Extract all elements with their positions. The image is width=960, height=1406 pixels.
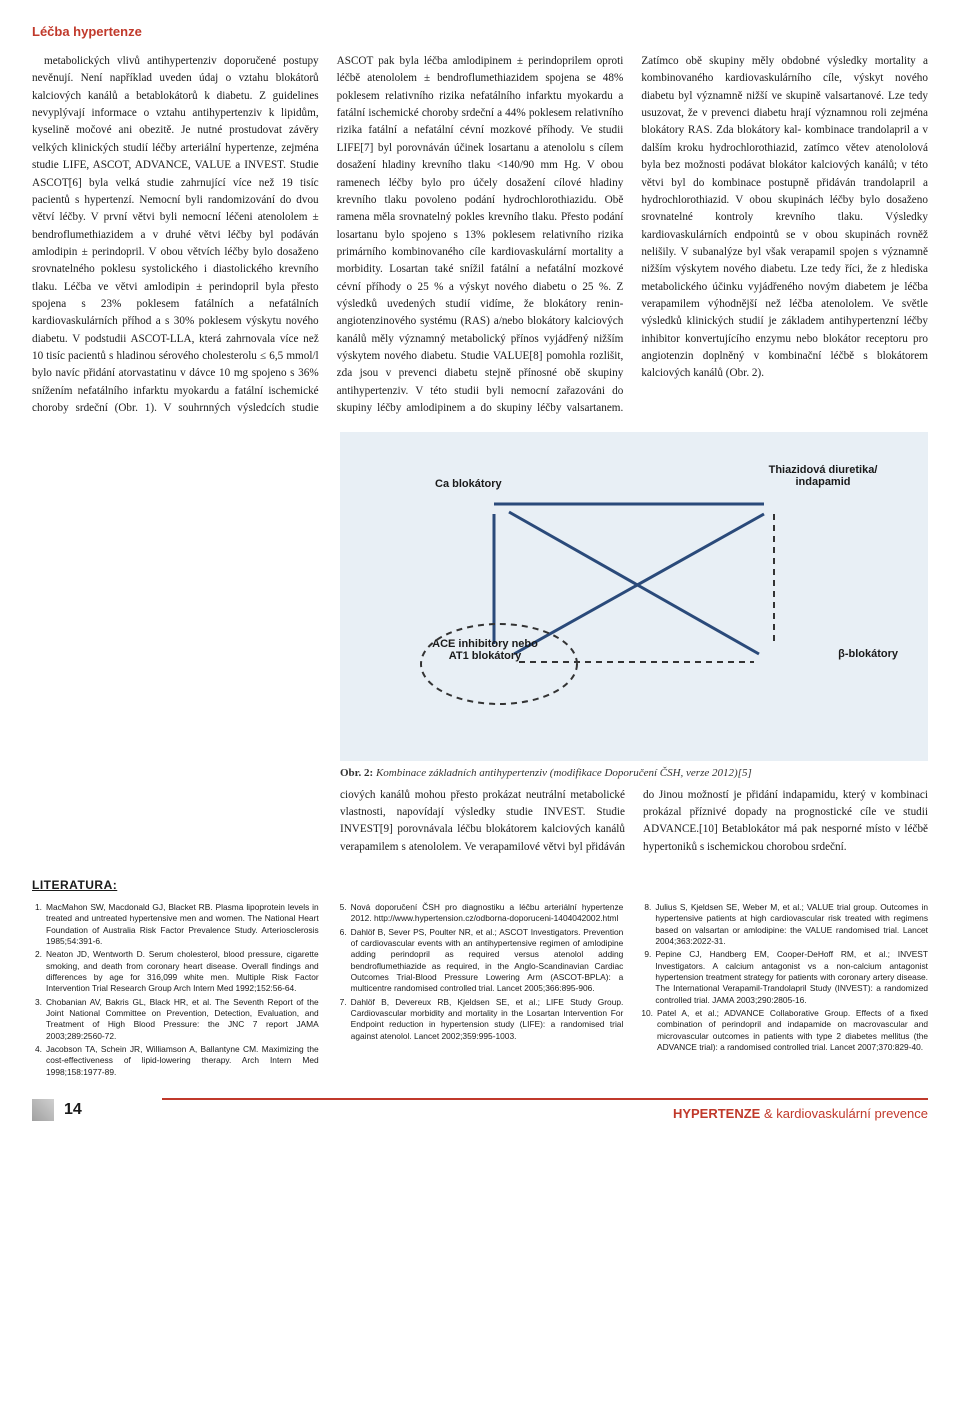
literature-item-text: Dahlöf B, Devereux RB, Kjeldsen SE, et a…: [351, 997, 624, 1042]
literature-item-number: 7.: [337, 997, 351, 1042]
figure-row: Ca blokátory Thiazidová diuretika/ indap…: [32, 432, 928, 856]
literature-item: 2.Neaton JD, Wentworth D. Serum choleste…: [32, 949, 319, 994]
figure-label-ca: Ca blokátory: [435, 478, 502, 490]
below-figure-text: ciových kanálů mohou přesto prokázat neu…: [340, 787, 928, 856]
literature-item: 7.Dahlöf B, Devereux RB, Kjeldsen SE, et…: [337, 997, 624, 1042]
footer-square-icon: [32, 1099, 54, 1121]
literature-item: 5.Nová doporučení ČSH pro diagnostiku a …: [337, 902, 624, 925]
literature-item: 6.Dahlöf B, Sever PS, Poulter NR, et al.…: [337, 927, 624, 995]
figure-caption-text: Kombinace základních antihypertenziv (mo…: [376, 767, 752, 779]
body-text-columns: metabolických vlivů antihypertenziv dopo…: [32, 53, 928, 418]
literature-item-number: 4.: [32, 1044, 46, 1078]
literature-item-text: MacMahon SW, Macdonald GJ, Blacket RB. P…: [46, 902, 319, 947]
literature-item-number: 6.: [337, 927, 351, 995]
literature-item: 10.Patel A, et al.; ADVANCE Collaborativ…: [641, 1008, 928, 1053]
fig-left-text: [32, 432, 322, 856]
literature-item-text: Chobanian AV, Bakris GL, Black HR, et al…: [46, 997, 319, 1042]
figure-label-beta: β-blokátory: [838, 648, 898, 660]
body-paragraph: metabolických vlivů antihypertenziv dopo…: [32, 53, 928, 418]
literature-item-text: Patel A, et al.; ADVANCE Collaborative G…: [657, 1008, 928, 1053]
literature-item-number: 10.: [641, 1008, 657, 1053]
page-footer: 14 HYPERTENZE & kardiovaskulární prevenc…: [32, 1098, 928, 1121]
literature-item-number: 2.: [32, 949, 46, 994]
figure-caption-num: Obr. 2:: [340, 767, 373, 779]
literature-item-text: Neaton JD, Wentworth D. Serum cholestero…: [46, 949, 319, 994]
journal-name-bold: HYPERTENZE: [673, 1106, 760, 1121]
journal-name: HYPERTENZE & kardiovaskulární prevence: [92, 1106, 928, 1121]
literature-item-number: 9.: [641, 949, 655, 1006]
journal-name-rest: & kardiovaskulární prevence: [760, 1106, 928, 1121]
literature-item-number: 5.: [337, 902, 351, 925]
section-header: Léčba hypertenze: [32, 24, 928, 39]
literature-item: 3.Chobanian AV, Bakris GL, Black HR, et …: [32, 997, 319, 1042]
literature-item-text: Julius S, Kjeldsen SE, Weber M, et al.; …: [655, 902, 928, 947]
literature-item-text: Jacobson TA, Schein JR, Williamson A, Ba…: [46, 1044, 319, 1078]
literature-item: 9.Pepine CJ, Handberg EM, Cooper-DeHoff …: [641, 949, 928, 1006]
figure-label-thiaz: Thiazidová diuretika/ indapamid: [768, 464, 878, 488]
figure-caption: Obr. 2: Kombinace základních antihyperte…: [340, 767, 928, 779]
literature-item-text: Dahlöf B, Sever PS, Poulter NR, et al.; …: [351, 927, 624, 995]
literature-item-text: Pepine CJ, Handberg EM, Cooper-DeHoff RM…: [655, 949, 928, 1006]
literature-item-text: Nová doporučení ČSH pro diagnostiku a lé…: [351, 902, 624, 925]
below-fig-paragraph: ciových kanálů mohou přesto prokázat neu…: [340, 789, 928, 853]
literature-columns: 1.MacMahon SW, Macdonald GJ, Blacket RB.…: [32, 902, 928, 1080]
page-number: 14: [64, 1101, 82, 1119]
figure-2: Ca blokátory Thiazidová diuretika/ indap…: [340, 432, 928, 761]
literature-heading: LITERATURA:: [32, 878, 928, 892]
literature-item-number: 8.: [641, 902, 655, 947]
literature-item: 4.Jacobson TA, Schein JR, Williamson A, …: [32, 1044, 319, 1078]
literature-item-number: 3.: [32, 997, 46, 1042]
literature-item: 8.Julius S, Kjeldsen SE, Weber M, et al.…: [641, 902, 928, 947]
figure-label-ace: ACE inhibitory nebo AT1 blokátory: [430, 638, 540, 662]
literature-item-number: 1.: [32, 902, 46, 947]
footer-rule: [162, 1098, 928, 1100]
literature-item: 1.MacMahon SW, Macdonald GJ, Blacket RB.…: [32, 902, 319, 947]
